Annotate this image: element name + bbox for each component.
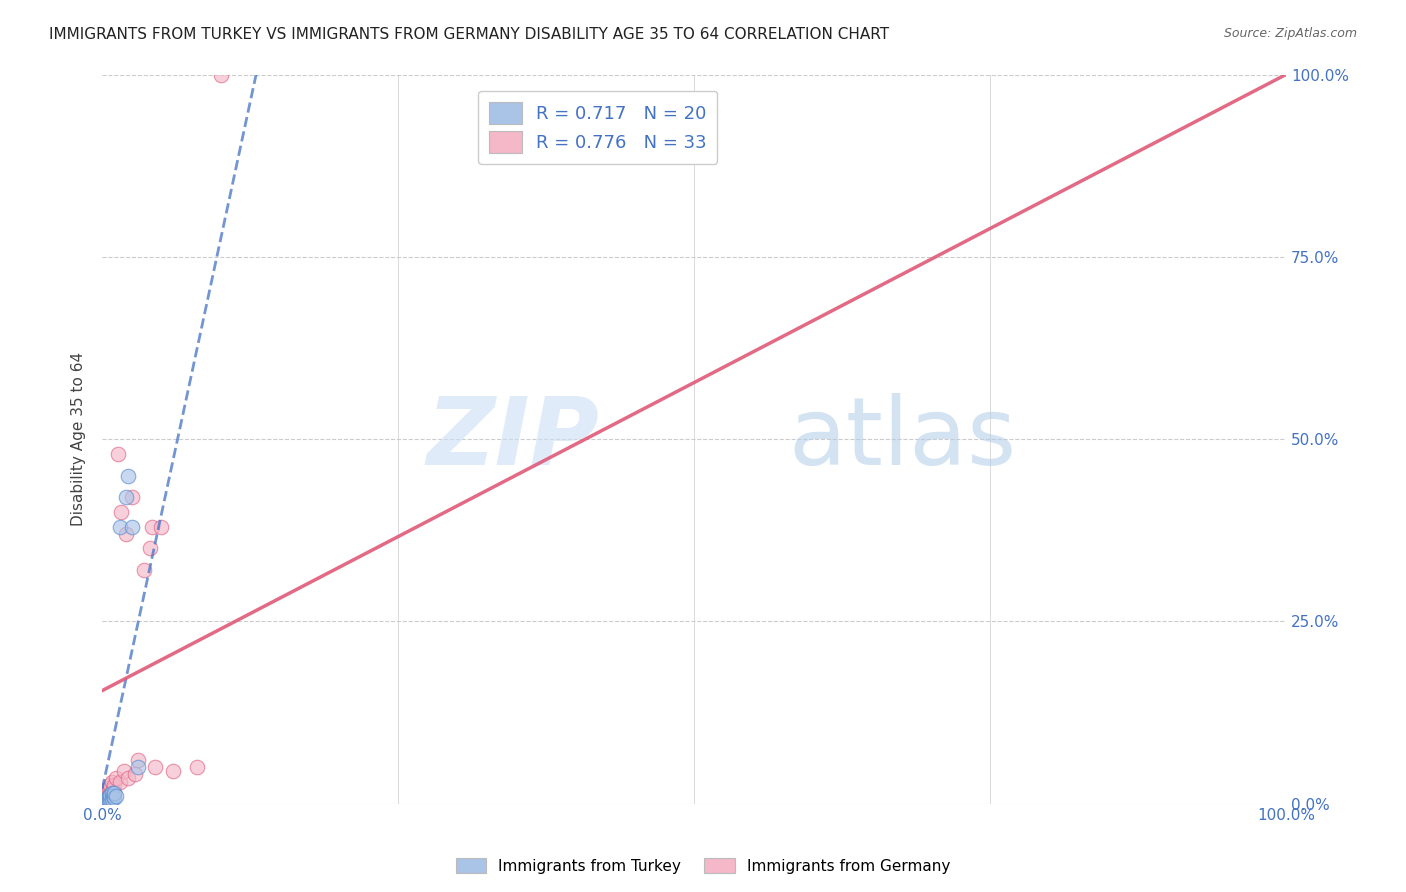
Point [98, 790, 121, 805]
Point [108, 519, 131, 533]
Point [94, 794, 117, 808]
Point [101, 782, 124, 797]
Point [162, 764, 184, 778]
Text: IMMIGRANTS FROM TURKEY VS IMMIGRANTS FROM GERMANY DISABILITY AGE 35 TO 64 CORREL: IMMIGRANTS FROM TURKEY VS IMMIGRANTS FRO… [49, 27, 890, 42]
Point [115, 526, 138, 541]
Point [100, 778, 122, 792]
Point [100, 792, 122, 806]
Point [110, 505, 132, 519]
Point [127, 760, 149, 774]
Point [103, 786, 125, 800]
Point [103, 786, 125, 800]
Point [145, 760, 167, 774]
Point [117, 468, 139, 483]
Point [141, 519, 163, 533]
Legend: R = 0.717   N = 20, R = 0.776   N = 33: R = 0.717 N = 20, R = 0.776 N = 33 [478, 91, 717, 164]
Point [94, 789, 117, 804]
Point [115, 491, 138, 505]
Point [98, 789, 121, 804]
Point [150, 519, 173, 533]
Point [97, 794, 120, 808]
Point [121, 519, 143, 533]
Point [127, 753, 149, 767]
Point [105, 771, 128, 785]
Point [117, 771, 139, 785]
Point [107, 447, 129, 461]
Point [93, 788, 115, 802]
Point [103, 778, 125, 792]
Point [103, 790, 125, 805]
Point [97, 790, 120, 805]
Legend: Immigrants from Turkey, Immigrants from Germany: Immigrants from Turkey, Immigrants from … [450, 852, 956, 880]
Point [98, 793, 121, 807]
Point [112, 764, 135, 778]
Point [100, 786, 122, 800]
Text: Source: ZipAtlas.com: Source: ZipAtlas.com [1223, 27, 1357, 40]
Point [97, 783, 120, 797]
Point [105, 789, 128, 804]
Point [108, 774, 131, 789]
Point [97, 788, 120, 802]
Point [132, 563, 155, 577]
Point [96, 786, 118, 800]
Text: atlas: atlas [789, 393, 1017, 485]
Point [100, 774, 122, 789]
Point [186, 760, 208, 774]
Point [101, 789, 124, 804]
Point [124, 767, 146, 781]
Y-axis label: Disability Age 35 to 64: Disability Age 35 to 64 [72, 352, 86, 526]
Point [93, 793, 115, 807]
Point [100, 788, 122, 802]
Point [98, 780, 121, 795]
Text: ZIP: ZIP [426, 393, 599, 485]
Point [100, 786, 122, 800]
Point [209, 68, 232, 82]
Point [138, 541, 160, 556]
Point [121, 491, 143, 505]
Point [96, 782, 118, 797]
Point [100, 791, 122, 805]
Point [100, 789, 122, 804]
Point [96, 792, 118, 806]
